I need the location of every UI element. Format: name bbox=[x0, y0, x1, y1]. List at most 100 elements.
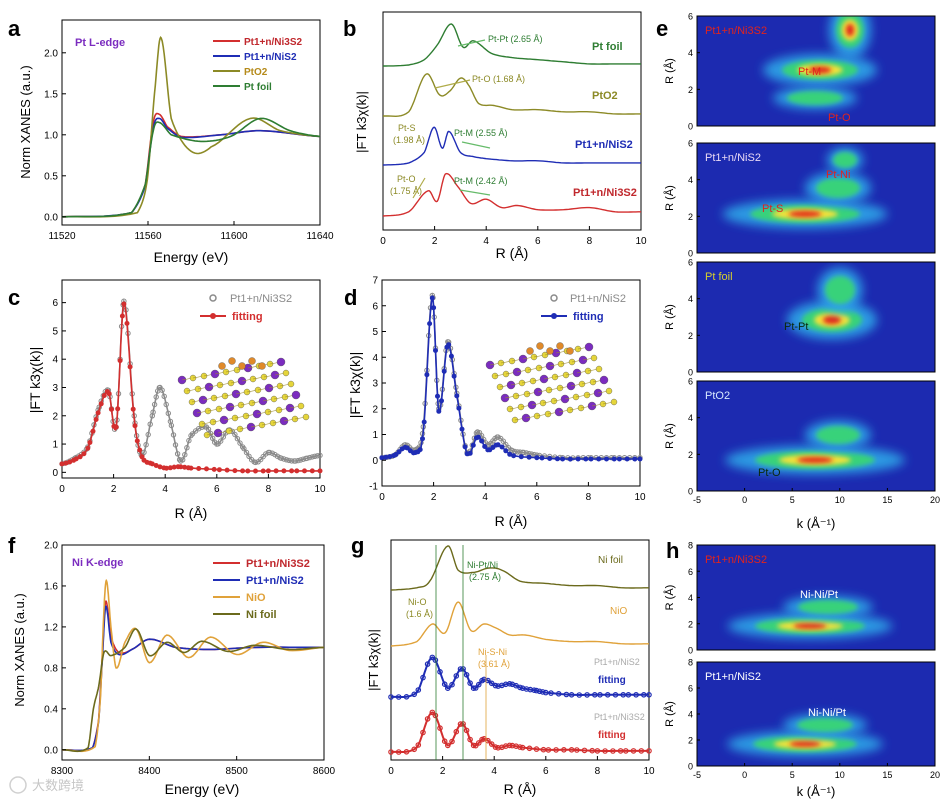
xtick-label-c-4: 6 bbox=[214, 484, 220, 495]
data-point-g-4 bbox=[594, 748, 601, 754]
data-point-g-4 bbox=[432, 712, 439, 719]
panel-a: a Pt L-edge 11520 11560 11600 11640 0.0 0.5 1.… bbox=[8, 16, 334, 265]
label-g-nifoil: Ni foil bbox=[598, 555, 623, 566]
data-point-c-1 bbox=[165, 410, 172, 416]
data-point-d-1 bbox=[500, 438, 506, 444]
label-g-nio: NiO bbox=[610, 606, 627, 617]
data-point-g-4 bbox=[581, 747, 588, 754]
data-point-g-3 bbox=[625, 691, 632, 698]
ytick-label-f-3: 0.8 bbox=[44, 663, 58, 674]
data-point-g-4 bbox=[602, 748, 608, 754]
xtick-label-e-2: 0 bbox=[742, 495, 747, 505]
map-peak-e-1-2 bbox=[808, 66, 832, 74]
ytick-label-h-1-2: 2 bbox=[688, 619, 693, 629]
data-point-d-2 bbox=[454, 393, 460, 399]
xtick-label-a-2: 11560 bbox=[134, 231, 162, 242]
data-point-g-4 bbox=[517, 744, 523, 750]
data-point-g-4 bbox=[463, 727, 470, 734]
annot-g-nisni-dist: (3.61 Å) bbox=[478, 659, 510, 669]
data-point-c-1 bbox=[147, 421, 153, 427]
xtick-label-h-6: 20 bbox=[930, 770, 940, 780]
label-g-ni3s2: Pt1+n/Ni3S2 bbox=[594, 712, 645, 722]
axes-frame-a bbox=[61, 19, 321, 226]
curves-a bbox=[61, 36, 321, 218]
data-point-g-4 bbox=[429, 709, 436, 716]
data-point-d-2 bbox=[596, 456, 602, 462]
data-point-g-4 bbox=[568, 746, 575, 753]
data-point-c-2 bbox=[73, 456, 79, 462]
wavelet-maps-e: 0 2 4 6 R (Å) Pt1+n/Ni3S2 Pt-M Pt-O 0 2 4 6 R (Å) Pt1… bbox=[663, 12, 940, 506]
data-point-d-2 bbox=[459, 426, 465, 432]
data-point-c-2 bbox=[115, 406, 121, 412]
panel-letter-a: a bbox=[8, 16, 21, 41]
pt-atom-d-4 bbox=[556, 342, 564, 350]
ytick-label-c-6: 5 bbox=[52, 326, 58, 337]
legend-label-f-4: Ni foil bbox=[246, 609, 277, 621]
data-point-c-2 bbox=[224, 467, 230, 473]
xtick-label-c-3: 4 bbox=[162, 484, 168, 495]
data-point-g-4 bbox=[533, 746, 540, 752]
data-point-d-2 bbox=[462, 444, 468, 450]
data-point-d-2 bbox=[448, 353, 454, 359]
xtick-label-d-2: 2 bbox=[431, 492, 437, 503]
wavelet-map-e-1: 0 2 4 6 R (Å) Pt1+n/Ni3S2 Pt-M Pt-O bbox=[663, 12, 936, 132]
ytick-label-e-2-4: 6 bbox=[688, 139, 693, 149]
xtick-label-h-1: -5 bbox=[693, 770, 701, 780]
ytick-label-h-1-4: 6 bbox=[688, 567, 693, 577]
xtick-label-d-1: 0 bbox=[379, 492, 385, 503]
pt-atom-d-2 bbox=[536, 342, 544, 350]
data-point-d-2 bbox=[379, 455, 385, 461]
data-point-d-2 bbox=[534, 455, 540, 461]
axes-frame-g bbox=[390, 539, 650, 761]
data-point-g-4 bbox=[573, 747, 580, 753]
ylabel-h-1: R (Å) bbox=[663, 585, 676, 611]
data-point-g-3 bbox=[395, 694, 402, 700]
data-point-g-4 bbox=[441, 738, 448, 745]
ytick-label-c-3: 2 bbox=[52, 411, 58, 422]
label-g-nis2: Pt1+n/NiS2 bbox=[594, 657, 640, 667]
annot-g-nisni: Ni-S-Ni bbox=[478, 647, 507, 657]
series-line-f-4 bbox=[62, 628, 325, 753]
map-band-e-2-2 bbox=[816, 178, 860, 198]
data-point-g-4 bbox=[444, 742, 451, 749]
xlabel-h: k (Å⁻¹) bbox=[797, 784, 836, 799]
data-point-c-2 bbox=[134, 438, 140, 444]
data-point-c-1 bbox=[141, 449, 147, 455]
data-point-d-2 bbox=[495, 442, 501, 448]
data-point-c-1 bbox=[186, 437, 192, 444]
data-point-d-2 bbox=[511, 453, 517, 459]
xtick-label-a-3: 11600 bbox=[220, 231, 248, 242]
data-point-g-3 bbox=[539, 689, 546, 695]
xtick-label-c-6: 10 bbox=[314, 484, 326, 495]
panel-letter-d: d bbox=[344, 285, 357, 310]
data-point-c-2 bbox=[90, 428, 96, 434]
ytick-label-e-4-1: 0 bbox=[688, 487, 693, 497]
data-point-c-1 bbox=[220, 434, 227, 440]
data-point-c-2 bbox=[93, 417, 99, 422]
data-point-g-3 bbox=[432, 657, 439, 663]
data-point-d-2 bbox=[435, 393, 440, 399]
annot-b-ptm2: Pt-M (2.42 Å) bbox=[454, 176, 508, 186]
ticks-g: 0 2 4 6 8 10 bbox=[388, 756, 655, 777]
legend-label-c-1: Pt1+n/Ni3S2 bbox=[230, 293, 292, 305]
data-point-c-2 bbox=[317, 468, 323, 474]
data-point-c-1 bbox=[176, 457, 183, 463]
xtick-label-e-6: 20 bbox=[930, 495, 940, 505]
data-point-c-1 bbox=[237, 440, 243, 446]
map-band-e-3-2 bbox=[825, 276, 855, 304]
data-point-d-2 bbox=[383, 454, 389, 460]
ytick-label-a-2: 0.5 bbox=[44, 171, 58, 182]
data-point-c-1 bbox=[168, 422, 175, 429]
data-point-c-1 bbox=[281, 456, 287, 462]
data-point-c-1 bbox=[317, 452, 323, 459]
ylabel-c: |FT k3χ(k)| bbox=[27, 347, 43, 413]
ytick-label-h-2-1: 0 bbox=[688, 762, 693, 772]
map-blobs-e-3 bbox=[787, 267, 877, 340]
xtick-label-d-4: 6 bbox=[534, 492, 540, 503]
ylabel-f: Norm XANES (a.u.) bbox=[12, 593, 27, 706]
data-point-c-1 bbox=[307, 454, 313, 461]
data-point-g-3 bbox=[597, 691, 603, 698]
data-point-c-2 bbox=[302, 468, 307, 474]
data-point-g-3 bbox=[411, 691, 418, 698]
atom-c-30 bbox=[287, 380, 295, 388]
